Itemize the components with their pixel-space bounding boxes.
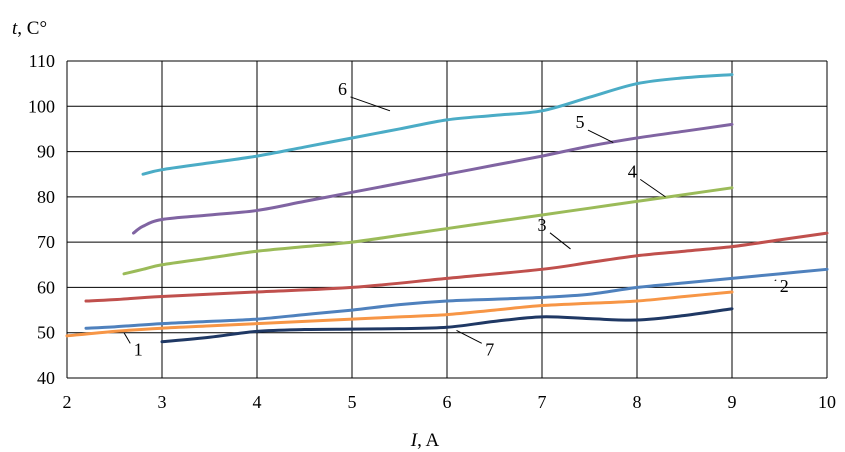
y-tick-label: 70 (37, 232, 55, 252)
y-tick-label: 80 (37, 187, 55, 207)
curve-label-leader-7 (456, 330, 482, 344)
curve-label-leader-2 (774, 279, 777, 282)
curve-label-7: 7 (485, 339, 494, 359)
y-axis-title: t, C° (12, 18, 47, 39)
series-layer (65, 73, 829, 344)
y-axis-unit: , C° (17, 18, 47, 39)
series-line-5 (132, 122, 734, 235)
curve-label-6: 6 (338, 79, 347, 99)
series-line-1 (65, 290, 734, 338)
x-tick-label: 3 (158, 392, 167, 412)
curve-label-1: 1 (134, 339, 143, 359)
y-tick-label: 60 (37, 277, 55, 297)
x-axis-title: I, A (410, 430, 440, 451)
x-axis-unit: , A (417, 430, 439, 451)
y-tick-label: 40 (37, 368, 55, 388)
curve-label-leader-6 (350, 96, 391, 112)
series-line-3 (84, 231, 829, 303)
x-tick-label: 5 (348, 392, 357, 412)
curve-label-5: 5 (576, 112, 585, 132)
x-tick-label: 2 (63, 392, 72, 412)
curve-labels: 6 5 4 3 2 1 7 (123, 79, 789, 359)
series-line-2 (84, 267, 829, 330)
x-tick-label: 6 (443, 392, 452, 412)
x-tick-label: 4 (253, 392, 262, 412)
x-tick-label: 10 (818, 392, 836, 412)
y-tick-label: 50 (37, 323, 55, 343)
curve-label-leader-3 (549, 232, 571, 250)
y-axis-variable: t (12, 18, 18, 39)
y-tick-label: 90 (37, 142, 55, 162)
series-line-4 (122, 186, 734, 276)
x-tick-label: 8 (633, 392, 642, 412)
curve-label-leader-4 (639, 178, 666, 198)
curve-label-leader-1 (123, 332, 131, 344)
y-tick-label: 100 (28, 96, 55, 116)
grid (66, 60, 828, 379)
curve-label-leader-5 (587, 129, 614, 143)
curve-label-2: 2 (780, 276, 789, 296)
curve-label-3: 3 (538, 215, 547, 235)
y-tick-label: 110 (29, 51, 55, 71)
curve-label-4: 4 (628, 161, 637, 181)
tick-labels: 2 3 4 5 6 7 8 9 10 40 50 60 70 80 90 100 110 (28, 51, 836, 412)
x-axis-variable: I (410, 430, 419, 451)
x-tick-label: 7 (538, 392, 547, 412)
series-line-6 (141, 73, 734, 176)
x-tick-label: 9 (728, 392, 737, 412)
series-line-7 (160, 307, 734, 344)
